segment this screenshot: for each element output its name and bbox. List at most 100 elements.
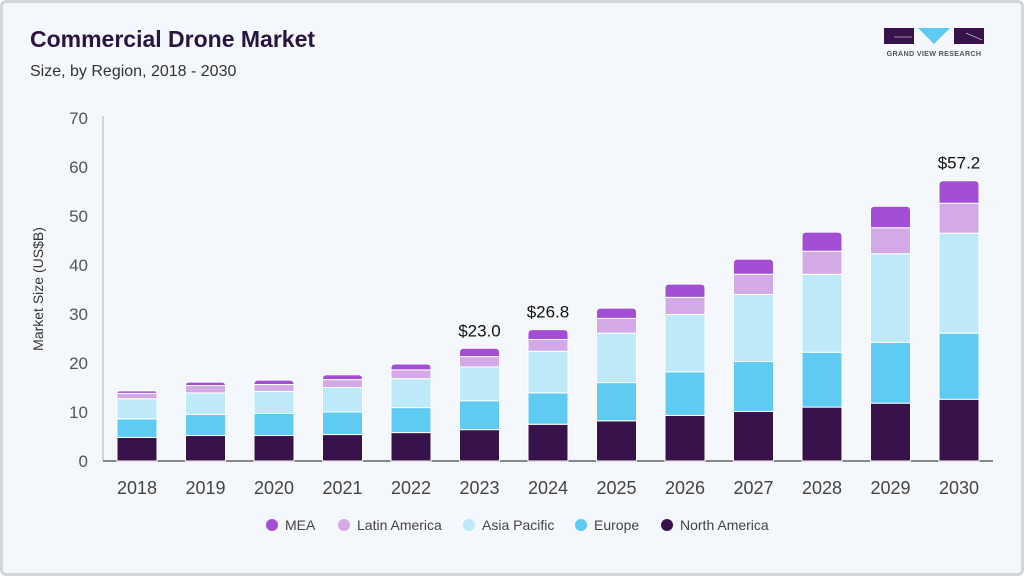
x-tick-label: 2030 bbox=[939, 478, 979, 498]
bar-segment-asia-pacific bbox=[870, 253, 911, 343]
legend-label: MEA bbox=[285, 517, 316, 533]
bar-segment-latin-america bbox=[596, 317, 637, 334]
bar-segment-asia-pacific bbox=[527, 350, 569, 394]
bar-segment-europe bbox=[527, 392, 569, 425]
legend-swatch bbox=[463, 519, 475, 531]
y-tick-label: 60 bbox=[69, 158, 88, 177]
y-tick-label: 70 bbox=[69, 109, 88, 128]
bar-segment-north-america bbox=[870, 402, 911, 462]
bar-segment-europe bbox=[390, 407, 432, 434]
bar-segment-europe bbox=[801, 351, 843, 408]
bar-segment-north-america bbox=[459, 429, 500, 462]
bar-segment-north-america bbox=[733, 411, 774, 462]
bar-segment-europe bbox=[322, 411, 363, 436]
x-tick-label: 2027 bbox=[733, 478, 773, 498]
y-tick-label: 20 bbox=[69, 354, 88, 373]
bar-segment-north-america bbox=[390, 432, 432, 462]
x-tick-label: 2024 bbox=[528, 478, 568, 498]
bar-segment-north-america bbox=[322, 434, 363, 462]
bar-segment-europe bbox=[253, 412, 295, 437]
bar-segment-latin-america bbox=[322, 379, 363, 389]
data-label: $23.0 bbox=[458, 321, 501, 340]
x-tick-label: 2026 bbox=[665, 478, 705, 498]
bar-segment-latin-america bbox=[938, 202, 980, 234]
y-tick-label: 40 bbox=[69, 256, 88, 275]
bar-segment-mea bbox=[116, 390, 158, 394]
x-tick-label: 2023 bbox=[459, 478, 499, 498]
legend-label: Asia Pacific bbox=[482, 517, 554, 533]
chart-subtitle: Size, by Region, 2018 - 2030 bbox=[30, 63, 237, 80]
x-tick-label: 2020 bbox=[254, 478, 294, 498]
bar-segment-europe bbox=[733, 361, 774, 413]
bar-segment-north-america bbox=[596, 420, 637, 462]
bar-segment-north-america bbox=[664, 414, 706, 462]
legend-swatch bbox=[661, 519, 673, 531]
bar-segment-asia-pacific bbox=[664, 313, 706, 373]
bar-segment-latin-america bbox=[390, 369, 432, 380]
data-label: $26.8 bbox=[527, 303, 570, 322]
bar-segment-mea bbox=[733, 258, 774, 275]
bar-segment-asia-pacific bbox=[801, 273, 843, 353]
bar-segment-north-america bbox=[185, 435, 226, 462]
bar-segment-latin-america bbox=[527, 338, 569, 352]
y-axis-label: Market Size (US$B) bbox=[30, 227, 46, 351]
bar-segment-latin-america bbox=[870, 227, 911, 255]
bar-segment-mea bbox=[322, 374, 363, 381]
bar-segment-mea bbox=[664, 283, 706, 298]
bar-segment-europe bbox=[870, 341, 911, 404]
bar-segment-europe bbox=[664, 371, 706, 416]
bar-segment-latin-america bbox=[459, 356, 500, 368]
bar-segment-europe bbox=[596, 382, 637, 422]
bar-segment-mea bbox=[390, 363, 432, 371]
bar-segment-asia-pacific bbox=[733, 293, 774, 363]
x-tick-label: 2018 bbox=[117, 478, 157, 498]
bar-segment-mea bbox=[527, 329, 569, 340]
bar-segment-mea bbox=[596, 307, 637, 319]
svg-text:GRAND VIEW RESEARCH: GRAND VIEW RESEARCH bbox=[887, 49, 982, 58]
bar-segment-mea bbox=[870, 205, 911, 229]
bar-segment-mea bbox=[184, 381, 227, 387]
x-tick-label: 2022 bbox=[391, 478, 431, 498]
legend-swatch bbox=[266, 519, 278, 531]
legend-label: Europe bbox=[594, 517, 639, 533]
bar-segment-latin-america bbox=[801, 250, 843, 275]
grand-view-research-logo: GRAND VIEW RESEARCH bbox=[884, 28, 984, 58]
bar-segment-latin-america bbox=[253, 384, 295, 392]
legend-label: North America bbox=[680, 517, 769, 533]
x-tick-label: 2025 bbox=[596, 478, 636, 498]
bar-segment-mea bbox=[459, 347, 500, 358]
bar-segment-north-america bbox=[527, 423, 569, 462]
chart-title: Commercial Drone Market bbox=[30, 26, 316, 52]
y-tick-label: 30 bbox=[69, 305, 88, 324]
y-tick-label: 0 bbox=[79, 452, 88, 471]
bar-segment-latin-america bbox=[733, 273, 774, 295]
x-tick-label: 2029 bbox=[870, 478, 910, 498]
bar-segment-asia-pacific bbox=[390, 378, 432, 409]
bar-segment-asia-pacific bbox=[459, 366, 500, 402]
bar-segment-europe bbox=[459, 400, 500, 431]
x-tick-label: 2028 bbox=[802, 478, 842, 498]
bar-segment-europe bbox=[116, 418, 158, 438]
bar-segment-north-america bbox=[253, 435, 295, 462]
x-tick-label: 2021 bbox=[322, 478, 362, 498]
bar-segment-asia-pacific bbox=[116, 398, 158, 420]
bar-segment-mea bbox=[253, 379, 295, 386]
y-tick-label: 10 bbox=[69, 403, 88, 422]
bar-segment-europe bbox=[938, 332, 980, 400]
bar-segment-asia-pacific bbox=[596, 332, 637, 384]
bar-segment-asia-pacific bbox=[185, 392, 226, 415]
legend-swatch bbox=[338, 519, 350, 531]
bar-segment-latin-america bbox=[664, 296, 706, 315]
bar-segment-latin-america bbox=[185, 385, 226, 394]
bar-segment-mea bbox=[801, 231, 843, 252]
bar-segment-asia-pacific bbox=[322, 387, 363, 413]
y-tick-label: 50 bbox=[69, 207, 88, 226]
data-label: $57.2 bbox=[938, 154, 981, 173]
bar-segment-mea bbox=[938, 180, 980, 204]
bar-segment-asia-pacific bbox=[938, 232, 980, 334]
legend-label: Latin America bbox=[357, 517, 442, 533]
legend-swatch bbox=[575, 519, 587, 531]
bar-segment-latin-america bbox=[116, 392, 158, 400]
